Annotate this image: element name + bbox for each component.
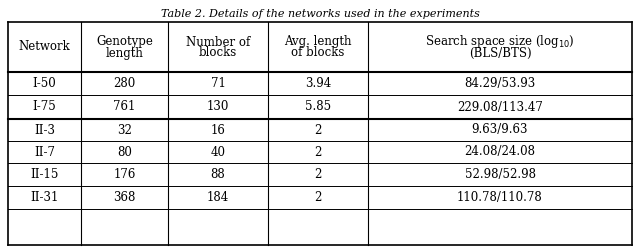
Text: 16: 16 <box>211 124 225 136</box>
Text: 184: 184 <box>207 191 229 204</box>
Text: 71: 71 <box>211 77 225 90</box>
Text: 368: 368 <box>113 191 136 204</box>
Text: 761: 761 <box>113 100 136 114</box>
Text: 176: 176 <box>113 168 136 181</box>
Text: Genotype: Genotype <box>96 36 153 49</box>
Text: 3.94: 3.94 <box>305 77 331 90</box>
Text: I-75: I-75 <box>33 100 56 114</box>
Text: of blocks: of blocks <box>291 46 345 60</box>
Text: 32: 32 <box>117 124 132 136</box>
Text: length: length <box>106 46 143 60</box>
Text: 280: 280 <box>113 77 136 90</box>
Text: II-15: II-15 <box>30 168 59 181</box>
Text: 84.29/53.93: 84.29/53.93 <box>465 77 536 90</box>
Text: II-3: II-3 <box>34 124 55 136</box>
Text: 2: 2 <box>314 168 322 181</box>
Text: 110.78/110.78: 110.78/110.78 <box>457 191 543 204</box>
Text: I-50: I-50 <box>33 77 56 90</box>
Text: Avg. length: Avg. length <box>284 36 352 49</box>
Text: 40: 40 <box>211 146 225 158</box>
Text: 2: 2 <box>314 191 322 204</box>
Text: 229.08/113.47: 229.08/113.47 <box>457 100 543 114</box>
Text: II-31: II-31 <box>30 191 59 204</box>
Text: (BLS/BTS): (BLS/BTS) <box>468 46 531 60</box>
Text: 52.98/52.98: 52.98/52.98 <box>465 168 536 181</box>
Text: Table 2. Details of the networks used in the experiments: Table 2. Details of the networks used in… <box>161 9 479 19</box>
Text: 130: 130 <box>207 100 229 114</box>
Text: 80: 80 <box>117 146 132 158</box>
Text: 24.08/24.08: 24.08/24.08 <box>465 146 536 158</box>
Text: Number of: Number of <box>186 36 250 49</box>
Text: 2: 2 <box>314 124 322 136</box>
Text: II-7: II-7 <box>34 146 55 158</box>
Text: Search space size (log$_{10}$): Search space size (log$_{10}$) <box>425 34 575 50</box>
Text: blocks: blocks <box>199 46 237 60</box>
Text: 88: 88 <box>211 168 225 181</box>
Text: 9.63/9.63: 9.63/9.63 <box>472 124 528 136</box>
Text: Network: Network <box>19 40 70 54</box>
Text: 5.85: 5.85 <box>305 100 331 114</box>
Text: 2: 2 <box>314 146 322 158</box>
